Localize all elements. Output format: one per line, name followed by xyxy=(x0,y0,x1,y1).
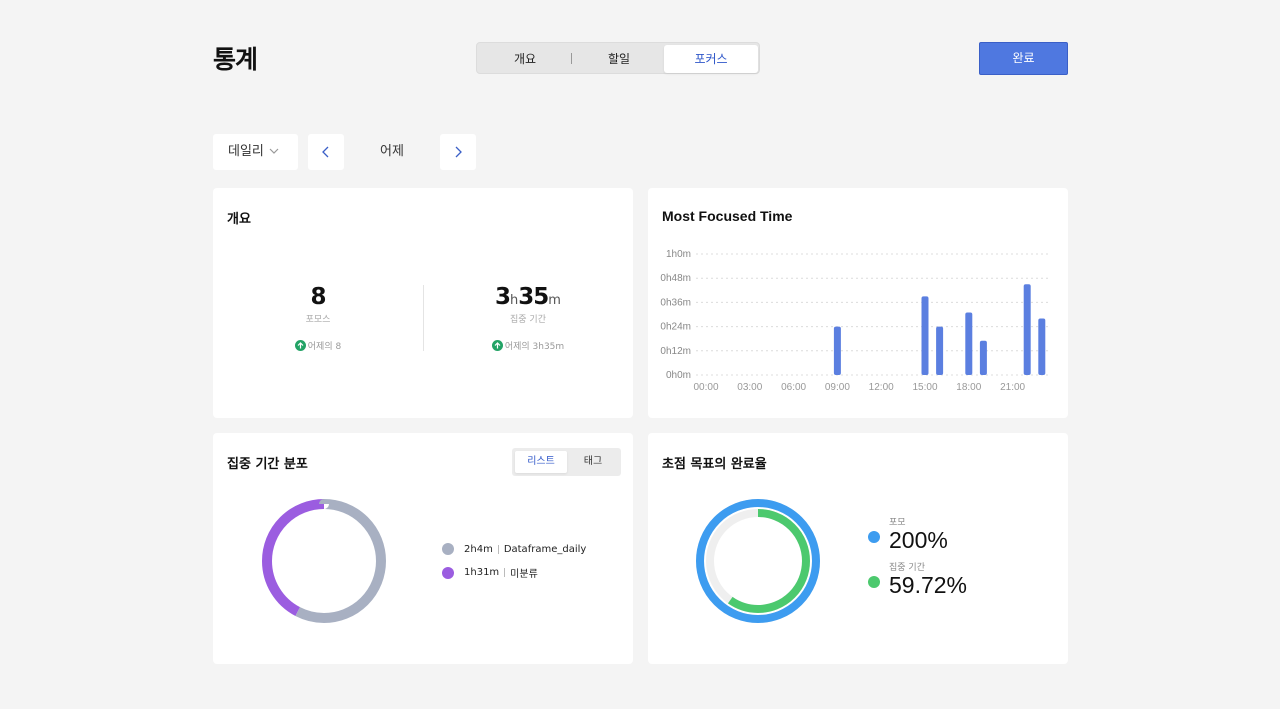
donut-segment xyxy=(262,499,386,623)
pomo-label: 포모스 xyxy=(305,315,331,325)
legend-dot xyxy=(442,566,454,579)
y-tick-label: 1h0m xyxy=(666,249,691,260)
x-tick-label: 15:00 xyxy=(912,382,937,393)
x-tick-label: 00:00 xyxy=(693,382,718,393)
done-button[interactable]: 완료 xyxy=(979,42,1068,75)
tab-list[interactable]: 리스트 xyxy=(515,451,567,473)
pomo-count: 8 xyxy=(310,284,326,310)
ring-pomo xyxy=(696,499,820,623)
bar xyxy=(921,296,929,375)
focused-time-title: Most Focused Time xyxy=(662,208,793,224)
bar xyxy=(965,312,973,375)
tab-focus[interactable]: 포커스 xyxy=(664,45,758,73)
focused-time-chart: 0h0m 0h12m 0h24m 0h36m 0h48m 1h0m 00:00 03:00 06… xyxy=(660,249,1050,393)
duration-minutes: 35 xyxy=(518,284,549,310)
distribution-donut xyxy=(262,499,386,623)
x-tick-label: 09:00 xyxy=(825,382,850,393)
duration-minutes-unit: m xyxy=(548,293,561,308)
duration-hours: 3 xyxy=(495,284,511,310)
previous-date-button[interactable] xyxy=(308,134,344,170)
goal-value: 200% xyxy=(889,527,948,553)
date-label: 어제 xyxy=(380,144,404,159)
legend-name: Dataframe_daily xyxy=(503,543,587,555)
page-title: 통계 xyxy=(213,45,258,74)
legend-dot xyxy=(442,543,454,555)
x-tick-label: 12:00 xyxy=(869,382,894,393)
pomo-stat: 8 포모스 어제의 8 xyxy=(213,284,423,352)
goal-item-pomo: 포모 200% xyxy=(868,518,948,552)
legend-item: 1h31m 미분류 xyxy=(442,565,538,580)
ring-duration xyxy=(706,509,810,613)
focused-time-card: Most Focused Time 0h0m 0h12m 0h24m 0h36m 0h4… xyxy=(648,188,1068,418)
tab-tasks[interactable]: 할일 xyxy=(607,52,631,66)
overview-title: 개요 xyxy=(227,212,251,227)
tab-separator xyxy=(571,53,572,64)
arrow-up-icon xyxy=(491,340,503,351)
bar xyxy=(936,326,944,375)
duration-value: 3h35m xyxy=(423,284,633,312)
x-tick-label: 18:00 xyxy=(956,382,981,393)
duration-compare: 어제의 3h35m xyxy=(423,339,633,352)
distribution-card: 집중 기간 분포 리스트 태그 2h4m Dataframe_daily 1h3… xyxy=(213,433,633,664)
legend-divider xyxy=(504,568,506,577)
duration-stat: 3h35m 집중 기간 어제의 3h35m xyxy=(423,284,633,352)
duration-label: 집중 기간 xyxy=(510,315,546,325)
goals-card: 초점 목표의 완료율 포모 200% 집중 기간 59.72% xyxy=(648,433,1068,664)
legend-divider xyxy=(497,544,499,554)
x-tick-label: 21:00 xyxy=(1000,382,1025,393)
chevron-right-icon xyxy=(455,146,462,158)
goal-dot xyxy=(868,531,880,543)
goal-dot xyxy=(868,576,880,588)
legend-name: 미분류 xyxy=(510,569,538,580)
goal-value: 59.72% xyxy=(889,572,968,598)
goal-item-duration: 집중 기간 59.72% xyxy=(868,563,967,597)
tab-tags[interactable]: 태그 xyxy=(583,456,603,467)
next-date-button[interactable] xyxy=(440,134,476,170)
tab-overview[interactable]: 개요 xyxy=(513,52,537,66)
y-tick-label: 0h36m xyxy=(660,297,691,308)
view-tabs: 개요 할일 포커스 xyxy=(476,42,760,74)
legend-duration: 1h31m xyxy=(464,567,500,578)
bar xyxy=(1023,284,1031,375)
goals-title: 초점 목표의 완료율 xyxy=(662,457,767,472)
period-label: 데일리 xyxy=(228,144,264,159)
distribution-tabs: 리스트 태그 xyxy=(512,448,621,476)
legend-item: 2h4m Dataframe_daily xyxy=(442,543,586,555)
y-tick-label: 0h12m xyxy=(660,346,691,357)
x-tick-label: 03:00 xyxy=(737,382,762,393)
overview-card: 개요 8 포모스 어제의 8 3h35m 집중 기간 어제의 3h35m xyxy=(213,188,633,418)
period-dropdown[interactable]: 데일리 xyxy=(213,134,298,170)
distribution-title: 집중 기간 분포 xyxy=(227,457,308,472)
bar xyxy=(833,326,841,375)
goal-rings-chart xyxy=(696,499,820,623)
chevron-left-icon xyxy=(322,146,329,158)
arrow-up-icon xyxy=(294,340,306,351)
y-tick-label: 0h24m xyxy=(660,322,691,333)
pomo-compare: 어제의 8 xyxy=(213,339,423,352)
bar xyxy=(979,340,987,375)
goal-label: 집중 기간 xyxy=(889,563,925,573)
x-tick-label: 06:00 xyxy=(781,382,806,393)
chevron-down-icon xyxy=(269,148,279,154)
bar xyxy=(1038,318,1046,375)
stat-divider xyxy=(423,285,424,351)
y-tick-label: 0h48m xyxy=(660,273,691,284)
pomo-compare-text: 어제의 8 xyxy=(307,342,342,352)
duration-compare-text: 어제의 3h35m xyxy=(504,342,565,352)
y-tick-label: 0h0m xyxy=(666,370,691,381)
legend-duration: 2h4m xyxy=(464,543,493,555)
goal-label: 포모 xyxy=(889,518,906,528)
duration-hours-unit: h xyxy=(510,293,519,308)
